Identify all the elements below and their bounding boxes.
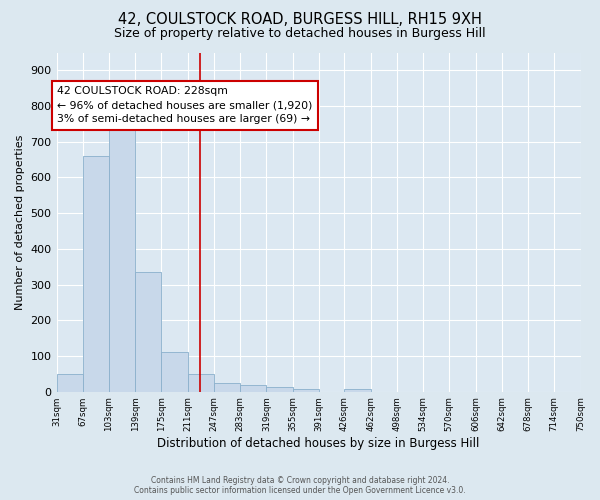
Text: Contains HM Land Registry data © Crown copyright and database right 2024.
Contai: Contains HM Land Registry data © Crown c… [134,476,466,495]
Bar [83,156,109,392]
Bar [266,388,293,392]
Bar [161,352,188,392]
Bar [240,386,266,392]
Bar [344,389,371,392]
Bar [214,383,240,392]
Bar [188,374,214,392]
Bar [109,124,135,392]
Text: 42 COULSTOCK ROAD: 228sqm
← 96% of detached houses are smaller (1,920)
3% of sem: 42 COULSTOCK ROAD: 228sqm ← 96% of detac… [57,86,313,124]
Bar [135,272,161,392]
Y-axis label: Number of detached properties: Number of detached properties [15,134,25,310]
Bar [293,389,319,392]
Text: 42, COULSTOCK ROAD, BURGESS HILL, RH15 9XH: 42, COULSTOCK ROAD, BURGESS HILL, RH15 9… [118,12,482,28]
X-axis label: Distribution of detached houses by size in Burgess Hill: Distribution of detached houses by size … [157,437,480,450]
Text: Size of property relative to detached houses in Burgess Hill: Size of property relative to detached ho… [114,28,486,40]
Bar [56,374,83,392]
